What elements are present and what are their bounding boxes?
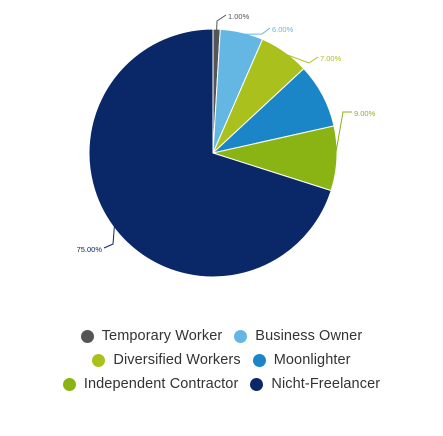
- legend-label: Diversified Workers: [113, 352, 241, 368]
- label-connector-temporary-worker: [216, 14, 227, 32]
- label-connector-business-owner: [241, 27, 271, 35]
- data-labels: 1.00% 6.00% 7.00% 9.00% 75.00%: [77, 12, 376, 254]
- data-label-diversified-workers: 7.00%: [320, 54, 342, 63]
- data-label-temporary-worker: 1.00%: [228, 12, 250, 21]
- legend-label: Independent Contractor: [83, 376, 239, 392]
- legend-label: Temporary Worker: [101, 328, 223, 344]
- label-connectors: [103, 14, 352, 249]
- legend-row: Independent Contractor Nicht-Freelancer: [0, 372, 443, 396]
- pie-slices: [88, 28, 338, 278]
- legend-item-moonlighter[interactable]: Moonlighter: [252, 352, 351, 368]
- legend-label: Nicht-Freelancer: [271, 376, 381, 392]
- legend-label: Business Owner: [255, 328, 363, 344]
- label-connector-diversified-workers: [283, 53, 319, 64]
- legend-item-nicht-freelancer[interactable]: Nicht-Freelancer: [250, 376, 380, 392]
- legend-item-temporary-worker[interactable]: Temporary Worker: [80, 328, 223, 344]
- legend-row: Diversified Workers Moonlighter: [0, 348, 443, 372]
- legend: Temporary Worker Business Owner Diversif…: [0, 324, 443, 396]
- legend-dot-icon: [92, 353, 106, 367]
- legend-item-diversified-workers[interactable]: Diversified Workers: [92, 352, 241, 368]
- label-connector-independent-contractor: [334, 111, 352, 159]
- data-label-business-owner: 6.00%: [272, 25, 294, 34]
- data-label-nicht-freelancer: 75.00%: [77, 245, 103, 254]
- legend-row: Temporary Worker Business Owner: [0, 324, 443, 348]
- legend-dot-icon: [250, 377, 264, 391]
- legend-item-independent-contractor[interactable]: Independent Contractor: [62, 376, 239, 392]
- legend-item-business-owner[interactable]: Business Owner: [234, 328, 362, 344]
- data-label-independent-contractor: 9.00%: [354, 109, 376, 118]
- legend-dot-icon: [80, 329, 94, 343]
- legend-dot-icon: [62, 377, 76, 391]
- legend-label: Moonlighter: [273, 352, 351, 368]
- legend-dot-icon: [234, 329, 248, 343]
- pie-slice-nicht-freelancer[interactable]: [88, 28, 332, 278]
- pie-chart: 1.00% 6.00% 7.00% 9.00% 75.00%: [77, 12, 376, 278]
- legend-dot-icon: [252, 353, 266, 367]
- label-connector-nicht-freelancer: [103, 224, 115, 249]
